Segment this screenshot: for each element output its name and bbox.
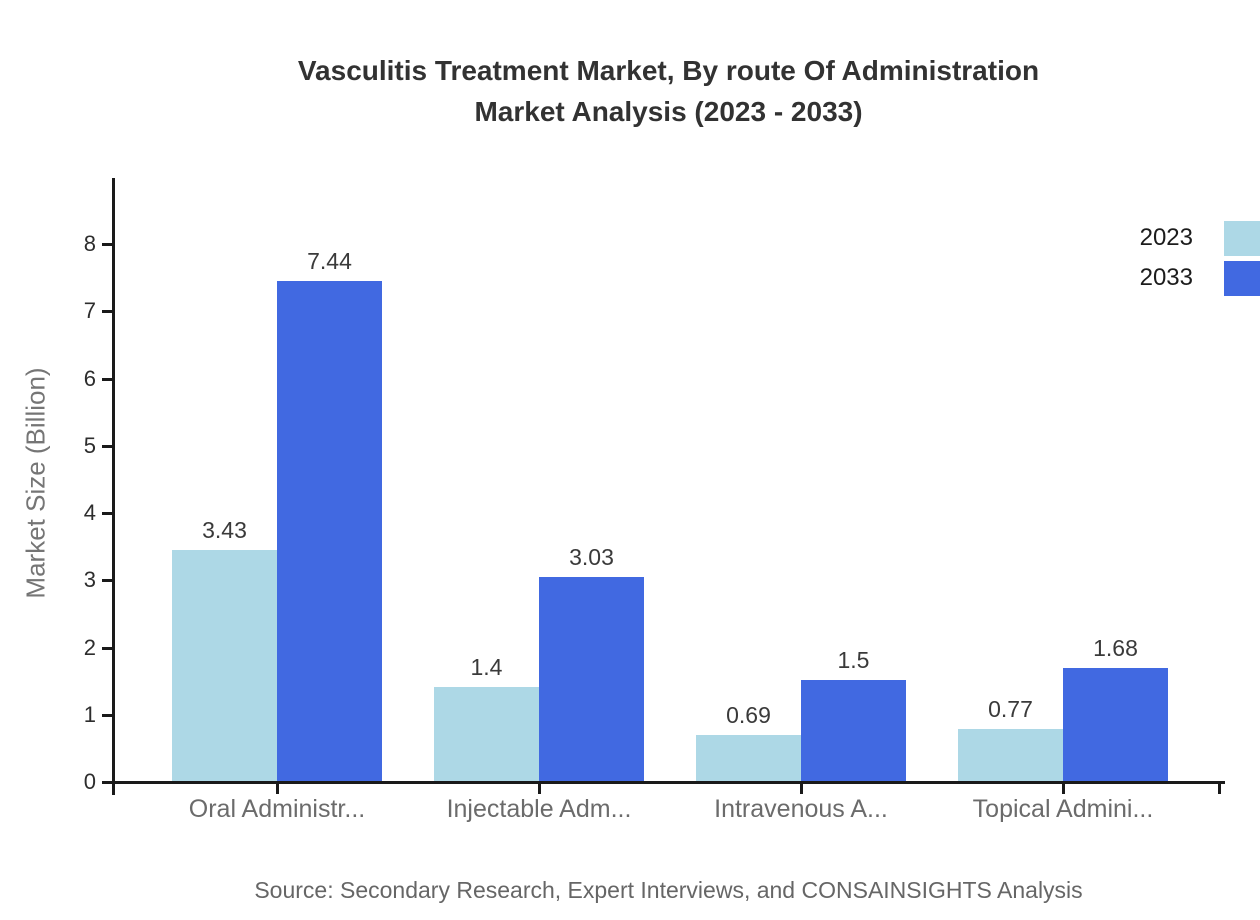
bar-2023 (696, 735, 801, 781)
category-label: Oral Administr... (188, 795, 366, 823)
bar-value-label: 3.43 (202, 517, 247, 543)
y-tick (102, 647, 112, 650)
bar-value-label: 1.68 (1093, 635, 1138, 661)
y-tick (102, 579, 112, 582)
y-tick (102, 714, 112, 717)
bar-2033 (277, 281, 382, 781)
y-tick-label: 2 (83, 635, 96, 660)
x-tick (800, 784, 803, 794)
y-tick (102, 512, 112, 515)
y-tick-label: 6 (83, 366, 96, 391)
y-tick-label: 3 (83, 567, 96, 592)
y-tick-label: 0 (83, 769, 96, 794)
legend-label: 2023 (1139, 224, 1193, 251)
chart-title: Vasculitis Treatment Market, By route Of… (115, 50, 1222, 132)
y-tick (102, 781, 112, 784)
bar-2033 (539, 577, 644, 781)
bar-2023 (434, 687, 539, 781)
category-label: Intravenous A... (714, 795, 888, 823)
category-label: Topical Admini... (972, 795, 1154, 823)
bar-2033 (801, 680, 906, 781)
x-tick (1062, 784, 1065, 794)
chart-title-line1: Vasculitis Treatment Market, By route Of… (297, 55, 1040, 86)
bar-2023 (172, 550, 277, 781)
chart-title-line2: Market Analysis (2023 - 2033) (474, 96, 863, 127)
bar-value-label: 1.5 (837, 647, 870, 673)
y-tick-label: 7 (83, 298, 96, 323)
bar-value-label: 3.03 (569, 544, 614, 570)
x-tick (538, 784, 541, 794)
source-note: Source: Secondary Research, Expert Inter… (254, 877, 1083, 903)
y-tick-label: 1 (83, 702, 96, 727)
y-tick-label: 8 (83, 231, 96, 256)
y-tick-label: 4 (83, 500, 96, 525)
y-tick (102, 310, 112, 313)
bar-value-label: 1.4 (470, 654, 503, 680)
category-label: Injectable Adm... (446, 795, 632, 823)
y-tick-label: 5 (83, 433, 96, 458)
legend-swatch (1224, 261, 1260, 296)
x-tick (1218, 784, 1221, 794)
bar-value-label: 0.69 (726, 702, 771, 728)
y-tick (102, 378, 112, 381)
legend-swatch (1224, 221, 1260, 256)
bar-2033 (1063, 668, 1168, 781)
bar-value-label: 0.77 (988, 696, 1033, 722)
y-tick (102, 445, 112, 448)
y-axis-line (112, 178, 115, 795)
x-tick (276, 784, 279, 794)
legend-label: 2033 (1139, 264, 1193, 291)
x-axis-line (112, 781, 1225, 784)
y-tick (102, 243, 112, 246)
bar-value-label: 7.44 (307, 248, 352, 274)
bar-2023 (958, 729, 1063, 781)
